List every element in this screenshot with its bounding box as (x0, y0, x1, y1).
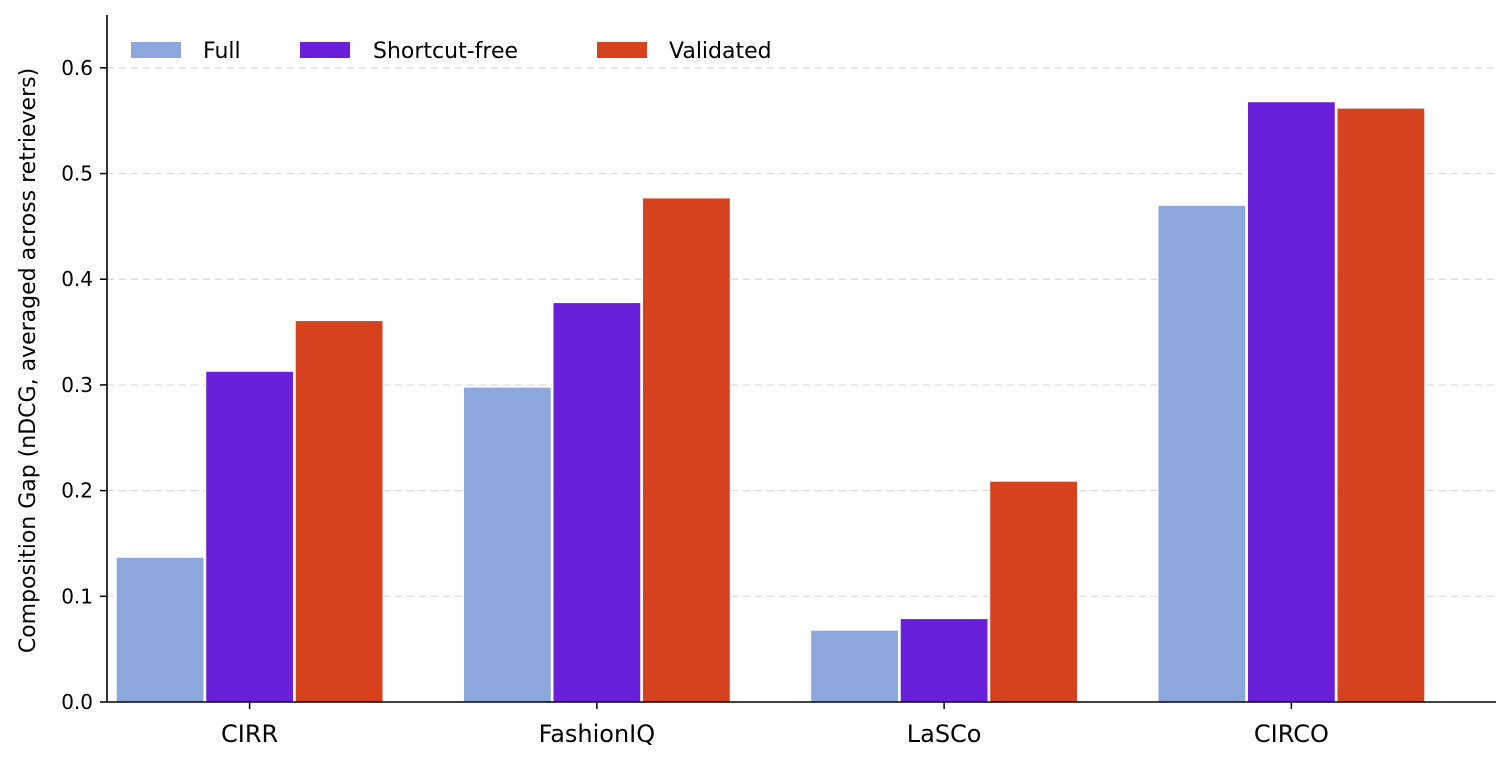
legend-swatch (300, 42, 350, 58)
bar-full-fashioniq (462, 386, 552, 703)
y-tick-label: 0.3 (61, 373, 93, 397)
bar-full-circo (1157, 204, 1247, 703)
bar-shortcut-free-lasco (899, 617, 989, 703)
axes (106, 15, 1496, 703)
bar-shortcut-free-circo (1246, 101, 1336, 703)
bar-full-lasco (810, 629, 900, 703)
y-tick-label: 0.1 (61, 584, 93, 608)
y-ticks: 0.0 0.1 0.2 0.3 0.4 0.5 0.6 (61, 56, 107, 714)
y-tick-label: 0.4 (61, 267, 93, 291)
y-tick-label: 0.0 (61, 690, 93, 714)
x-tick-label: CIRCO (1254, 720, 1329, 748)
legend-label: Shortcut-free (373, 39, 518, 64)
bar-validated-circo (1336, 107, 1426, 703)
x-ticks: CIRR FashionIQ LaSCo CIRCO (221, 702, 1329, 748)
x-tick-label: LaSCo (907, 720, 982, 748)
bar-validated-fashioniq (641, 197, 731, 703)
legend-swatch (597, 42, 647, 58)
bar-shortcut-free-cirr (205, 370, 295, 703)
bars (115, 101, 1426, 703)
bar-validated-lasco (989, 480, 1079, 703)
bar-full-cirr (115, 556, 205, 703)
legend-label: Validated (669, 39, 772, 64)
y-axis-label: Composition Gap (nDCG, averaged across r… (16, 68, 41, 653)
y-tick-label: 0.6 (61, 56, 93, 80)
bar-shortcut-free-fashioniq (552, 301, 642, 703)
y-tick-label: 0.5 (61, 162, 93, 186)
x-tick-label: FashionIQ (539, 720, 656, 748)
bar-validated-cirr (294, 319, 384, 703)
legend-label: Full (203, 39, 241, 64)
legend-swatch (131, 42, 181, 58)
y-tick-label: 0.2 (61, 479, 93, 503)
legend: Full Shortcut-free Validated (131, 39, 772, 64)
x-tick-label: CIRR (221, 720, 278, 748)
